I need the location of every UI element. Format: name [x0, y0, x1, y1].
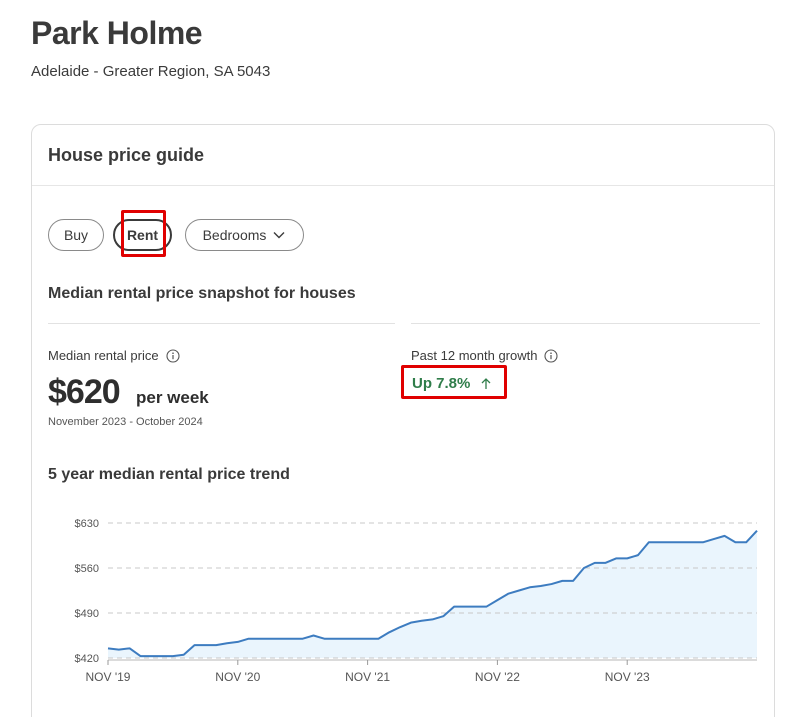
snapshot-title: Median rental price snapshot for houses — [48, 285, 356, 302]
trend-chart: $420 $490 $560 $630 NOV '19 NOV '20 NOV '21 NOV… — [31, 505, 771, 695]
card-title: House price guide — [48, 145, 205, 165]
info-icon[interactable] — [544, 348, 559, 363]
tab-buy[interactable]: Buy — [48, 219, 104, 251]
chart-xtick-label: NOV '22 — [475, 670, 520, 684]
chart-xtick-label: NOV '19 — [86, 670, 131, 684]
arrow-up-icon — [481, 378, 491, 389]
chart-xtick-label: NOV '21 — [345, 670, 390, 684]
median-rental-label: Median rental price — [48, 348, 159, 363]
median-price-unit: per week — [136, 388, 209, 407]
growth-highlight-box — [401, 365, 507, 399]
chart-ytick-label: $630 — [75, 518, 99, 530]
growth-label-row: Past 12 month growth — [411, 348, 559, 363]
median-period: November 2023 - October 2024 — [48, 416, 203, 428]
rent-highlight-box — [121, 210, 166, 257]
divider-right — [411, 323, 760, 324]
info-icon[interactable] — [166, 348, 180, 363]
growth-value-row: Up 7.8% — [412, 375, 492, 392]
card-header: House price guide — [32, 125, 774, 186]
trend-chart-svg: $420 $490 $560 $630 NOV '19 NOV '20 NOV '21 NOV… — [75, 518, 758, 684]
growth-value: Up 7.8% — [412, 375, 471, 392]
bedrooms-dropdown-label: Bedrooms — [202, 227, 267, 243]
chevron-down-icon — [273, 232, 285, 239]
trend-title: 5 year median rental price trend — [48, 466, 290, 483]
chart-ytick-label: $560 — [75, 563, 99, 575]
price-guide-card: House price guide Buy Rent Bedrooms Medi… — [31, 124, 775, 717]
chart-ytick-label: $490 — [75, 608, 99, 620]
page-title: Park Holme — [31, 15, 203, 51]
chart-xtick-label: NOV '23 — [605, 670, 650, 684]
chart-xtick-label: NOV '20 — [215, 670, 260, 684]
bedrooms-dropdown[interactable]: Bedrooms — [185, 219, 304, 251]
chart-area-fill — [108, 530, 757, 658]
median-rental-label-row: Median rental price — [48, 348, 180, 363]
median-price: $620 — [48, 373, 121, 411]
chart-ytick-label: $420 — [75, 653, 99, 665]
growth-label: Past 12 month growth — [411, 348, 538, 363]
page-subtitle: Adelaide - Greater Region, SA 5043 — [31, 63, 271, 80]
divider-left — [48, 323, 395, 324]
